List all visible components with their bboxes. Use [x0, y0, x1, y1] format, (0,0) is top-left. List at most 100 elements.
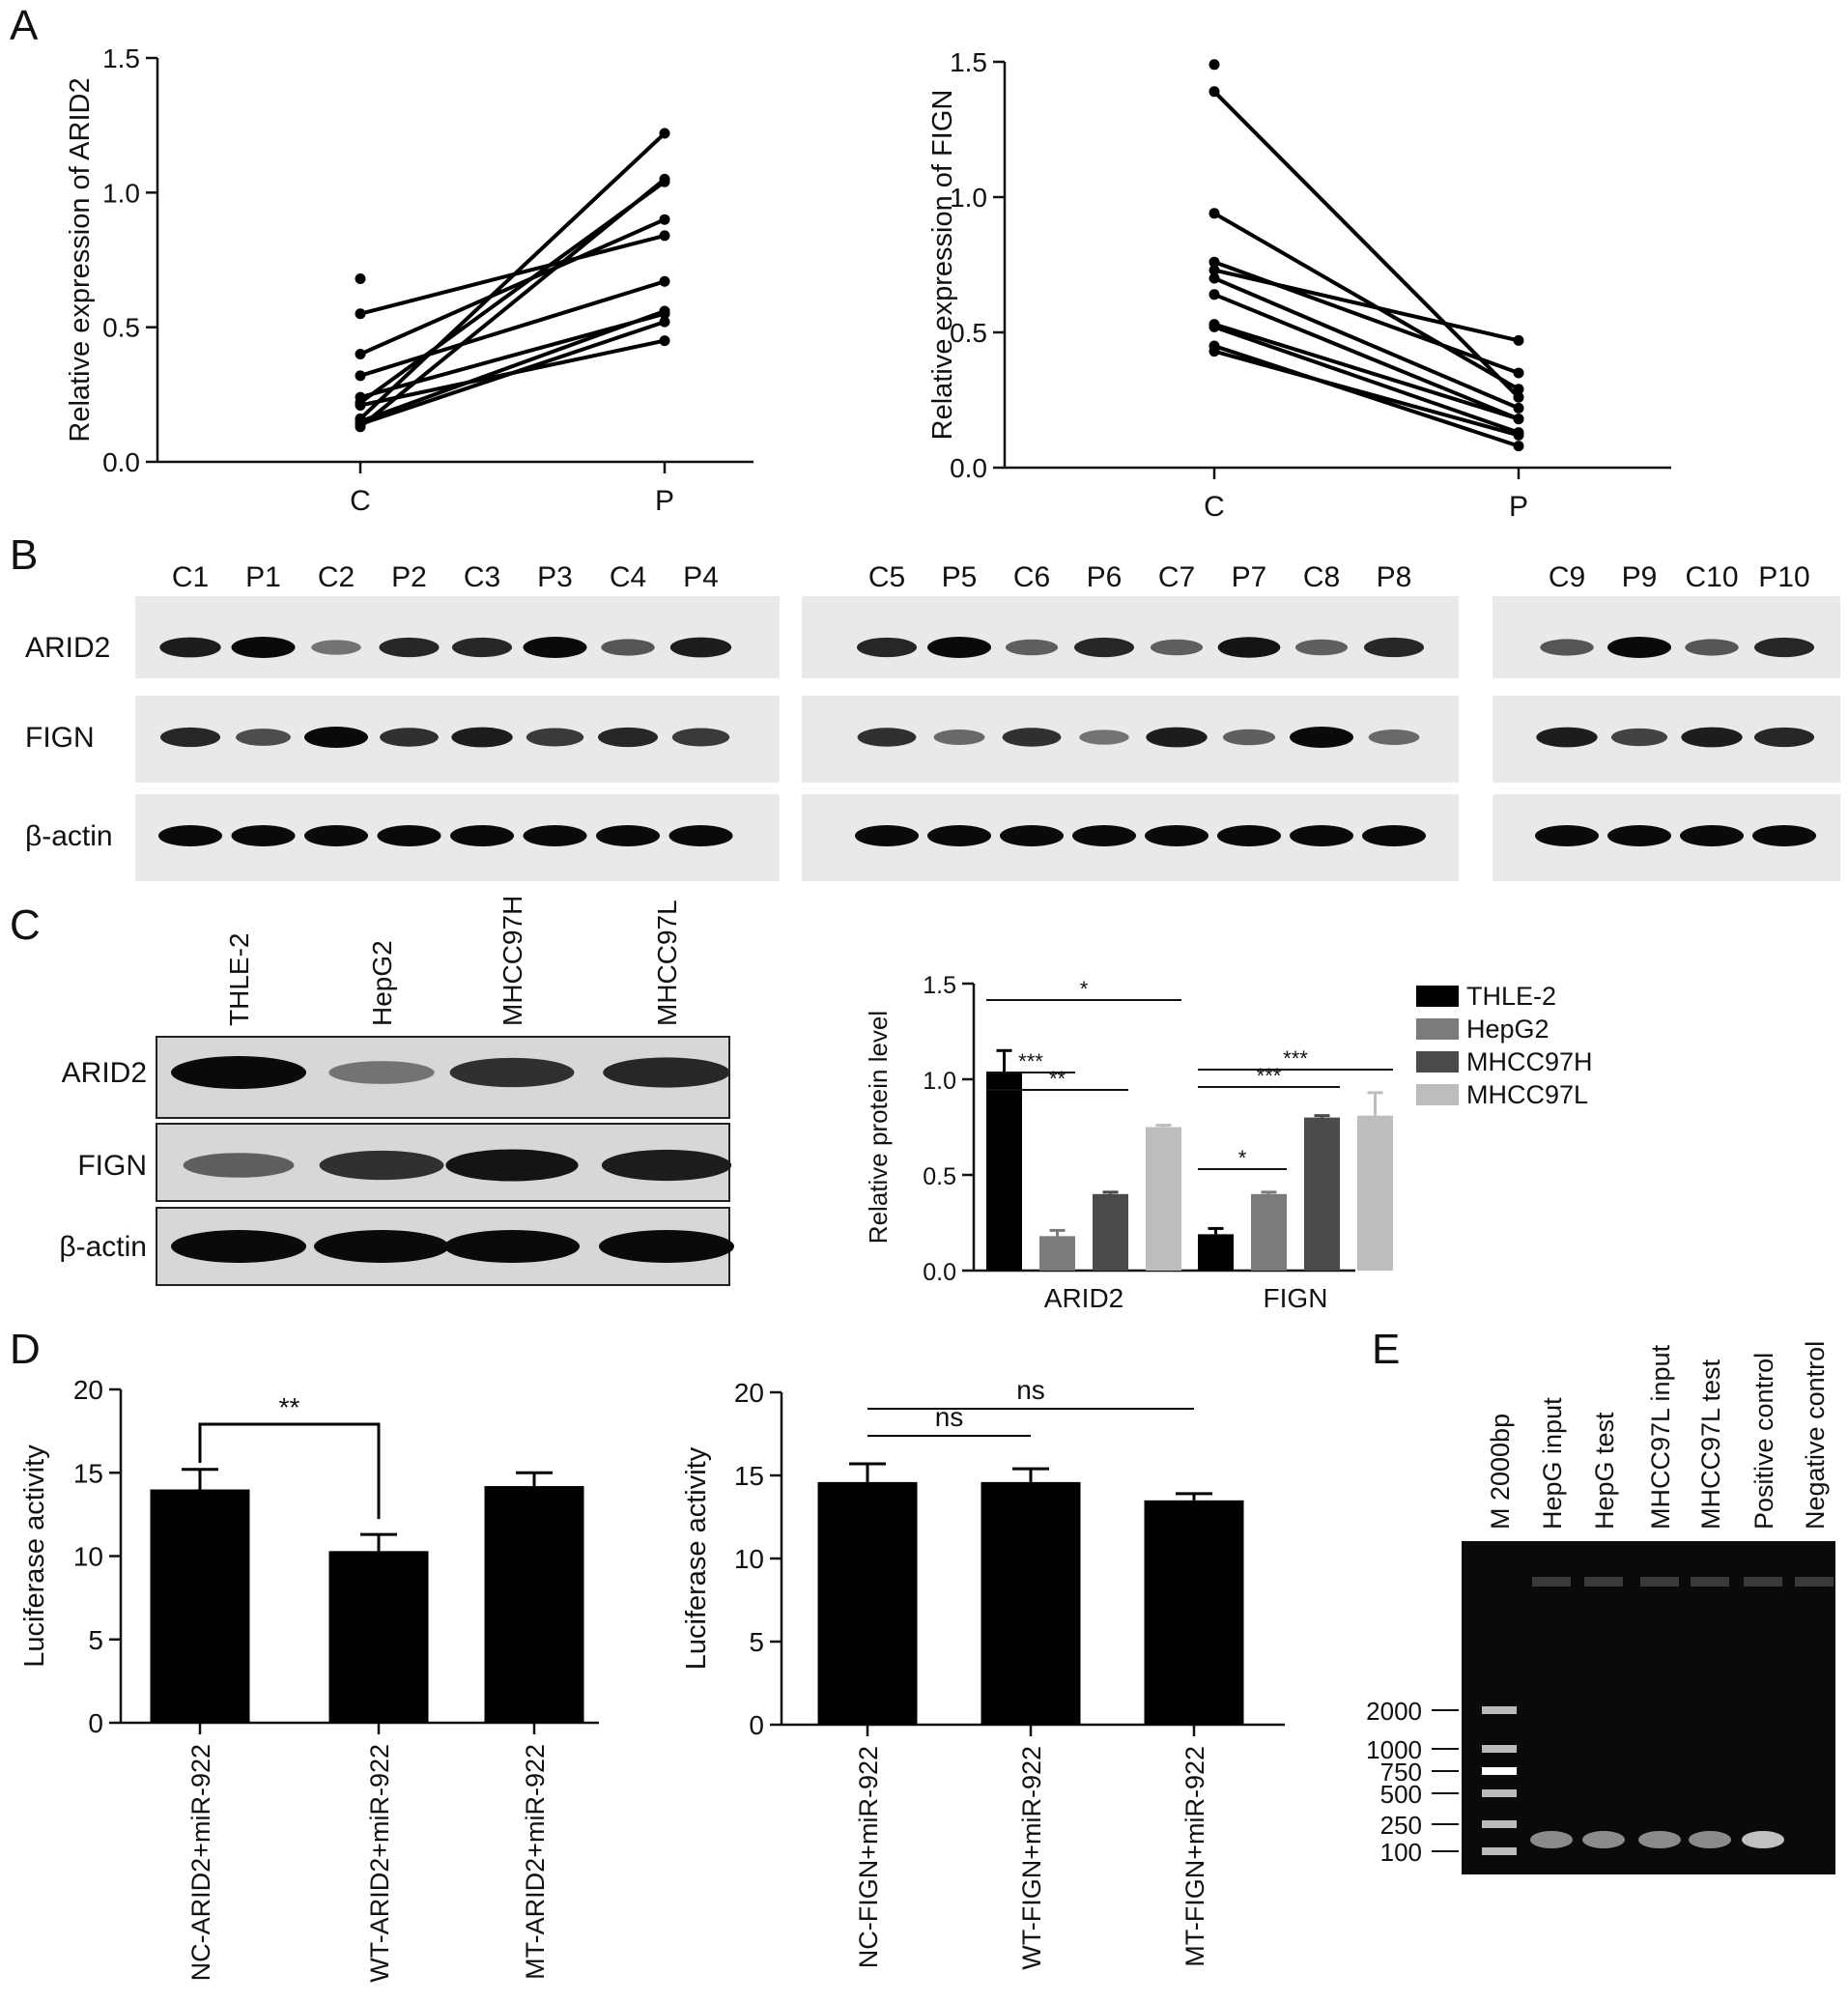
a-right-point	[1513, 402, 1524, 414]
a-right-series-line	[1213, 276, 1520, 411]
a-right-point	[1208, 289, 1220, 300]
a-right-series-line	[1213, 325, 1520, 435]
c-bar-thle-2	[1198, 1234, 1234, 1271]
c-bar-x-tick-label: FIGN	[1264, 1283, 1328, 1313]
gel-e-lane-label: HepG input	[1538, 1397, 1567, 1530]
blot-b-lane-label: P8	[1377, 561, 1412, 593]
a-right-point	[1208, 265, 1220, 276]
blot-b-lane-label: C7	[1158, 561, 1195, 593]
a-left-series-line	[359, 338, 666, 408]
blot-b-band	[1540, 639, 1594, 656]
d-right-bar	[817, 1481, 918, 1725]
blot-b-lane-label: C6	[1013, 561, 1050, 593]
c-bar-hepg2	[1251, 1193, 1287, 1271]
blot-b-band	[1073, 637, 1135, 658]
blot-b-band	[231, 825, 296, 846]
blot-b-band	[1146, 727, 1208, 748]
d-left-y-tick-label: 10	[73, 1542, 103, 1572]
blot-b-band	[1150, 639, 1204, 656]
a-right-point	[1208, 86, 1220, 98]
c-bar-y-tick-label: 0.0	[923, 1259, 956, 1286]
gel-e-marker-label: 250	[1380, 1811, 1422, 1840]
gel-e-sample-band	[1582, 1831, 1625, 1848]
d-left-bar	[150, 1489, 250, 1723]
blot-b-lane-label: P3	[537, 561, 573, 593]
gel-e-ladder-band	[1482, 1767, 1517, 1775]
blot-b-band	[377, 825, 441, 846]
d-right-y-tick-label: 5	[749, 1627, 764, 1657]
blot-b-lane-label: C3	[464, 561, 500, 593]
blot-b-band	[1079, 729, 1129, 745]
a-left-series-line	[359, 217, 666, 357]
c-bar-y-tick-label: 1.5	[923, 972, 956, 999]
blot-b-band	[1681, 727, 1743, 748]
blot-b-lane-label: C1	[172, 561, 209, 593]
a-right-x-tick-label: P	[1509, 491, 1528, 523]
gel-e-lane-label: Positive control	[1749, 1353, 1778, 1530]
a-right-x-tick-label: C	[1204, 491, 1225, 523]
blot-b-band	[671, 728, 730, 747]
blot-b-band	[1753, 727, 1815, 748]
blot-b-band	[1072, 825, 1136, 846]
d-left-x-tick-label: WT-ARID2+miR-922	[365, 1744, 394, 1983]
c-bar-mhcc97l	[1146, 1127, 1181, 1271]
c-bar-significance-label: **	[1049, 1067, 1066, 1091]
blot-b-band	[1607, 637, 1671, 658]
blot-b-lane-label: P2	[391, 561, 427, 593]
a-left-point	[355, 349, 366, 360]
a-right-series-line	[1213, 344, 1520, 448]
a-left-x-tick-label: P	[655, 485, 674, 517]
blot-b-band	[601, 639, 655, 656]
a-right-point	[1208, 59, 1220, 71]
a-right-point	[1513, 441, 1524, 452]
a-right-point	[1513, 384, 1524, 395]
blot-b-band	[597, 727, 659, 748]
blot-c-lane-label: MHCC97L	[652, 900, 682, 1026]
blot-c-row-label: FIGN	[77, 1150, 147, 1182]
a-left-point	[659, 316, 670, 328]
blot-b-band	[523, 825, 587, 846]
blot-b-lane-label: C10	[1685, 561, 1738, 593]
blot-b-lane-label: C5	[868, 561, 905, 593]
a-left-point	[355, 273, 366, 285]
panel-letter-b: B	[10, 531, 39, 579]
gel-e-well	[1691, 1577, 1729, 1587]
blot-b-band	[927, 637, 991, 658]
a-left-y-axis-label: Relative expression of ARID2	[65, 77, 96, 442]
blot-b-lane-label: P5	[942, 561, 978, 593]
blot-b-lane-label: C2	[318, 561, 355, 593]
blot-b-band	[1362, 825, 1426, 846]
a-right-point	[1208, 256, 1220, 268]
blot-b-band	[1290, 825, 1353, 846]
a-right-point	[1208, 272, 1220, 284]
blot-b-band	[669, 637, 732, 658]
a-left-series-line	[358, 180, 667, 405]
c-bar-significance-label: *	[1238, 1146, 1247, 1170]
c-bar-significance-label: ***	[1283, 1046, 1308, 1071]
blot-b-band	[451, 727, 513, 748]
blot-b-lane-label: P4	[683, 561, 719, 593]
d-left-significance-line	[198, 1422, 381, 1520]
c-bar-y-tick-label: 0.5	[923, 1163, 956, 1190]
blot-b-band	[1145, 825, 1208, 846]
gel-e-well	[1584, 1577, 1623, 1587]
gel-e-ladder-band	[1482, 1745, 1517, 1753]
blot-b-band	[1610, 728, 1668, 747]
blot-c-band	[603, 1057, 730, 1088]
c-bar-mhcc97h	[1304, 1117, 1340, 1271]
blot-b-band	[523, 637, 587, 658]
blot-b-band	[304, 727, 368, 748]
d-right-bar	[981, 1481, 1081, 1725]
a-left-point	[659, 214, 670, 225]
gel-e-well	[1744, 1577, 1782, 1587]
a-left-point	[659, 128, 670, 139]
a-right-series-line	[1212, 212, 1521, 391]
gel-e-lane-label: MHCC97L input	[1646, 1344, 1675, 1530]
c-legend-label: THLE-2	[1466, 982, 1556, 1011]
d-right-significance-label: ns	[1016, 1375, 1045, 1405]
blot-b-band	[1607, 825, 1671, 846]
d-left-significance-label: **	[279, 1392, 300, 1422]
blot-b-band	[1536, 727, 1598, 748]
blot-b-band	[236, 729, 291, 746]
